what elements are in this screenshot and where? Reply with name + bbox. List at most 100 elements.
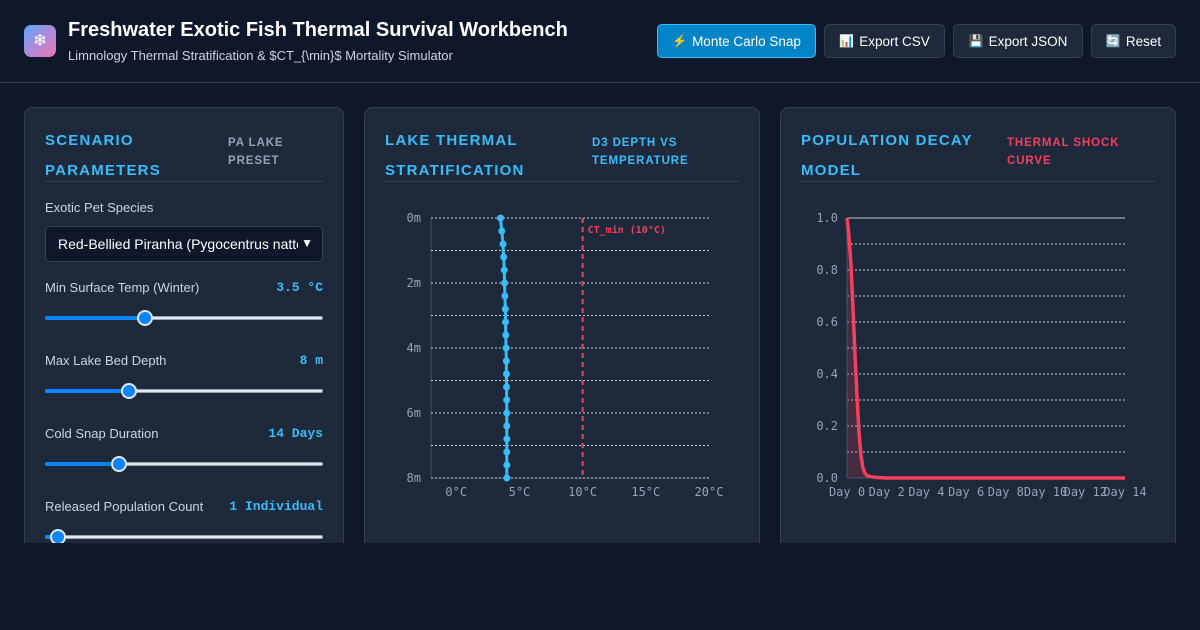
floppy-disk-icon: 💾 — [968, 34, 984, 48]
depth-slider[interactable] — [45, 383, 323, 399]
temperature-point — [503, 474, 511, 482]
x-tick-label: Day 14 — [1103, 485, 1146, 499]
temperature-point — [502, 370, 510, 378]
slider-fill — [45, 316, 145, 320]
panel-title: Lake Thermal Stratification — [385, 132, 525, 179]
slider-thumb[interactable] — [120, 383, 137, 399]
population-slider[interactable] — [45, 529, 323, 545]
temp-slider[interactable] — [45, 310, 323, 326]
panel-title: Population Decay Model — [801, 132, 973, 179]
duration-slider[interactable] — [45, 456, 323, 472]
y-tick-label: 8m — [407, 471, 421, 485]
slider-track — [45, 535, 323, 539]
stratification-chart: 0m 2m 4m 6m 8m 0°C 5°C 10°C 15°C 20°C CT_min (10°C… — [407, 211, 724, 499]
y-tick-label: 0.2 — [816, 419, 838, 433]
panel-tag: D3 Depth vs Temperature — [592, 137, 689, 167]
y-tick-label: 6m — [407, 406, 421, 420]
lake-stratification-panel: Lake Thermal Stratification D3 Depth vs … — [364, 107, 760, 557]
temperature-point — [502, 357, 510, 365]
x-tick-label: Day 10 — [1024, 485, 1067, 499]
y-tick-label: 1.0 — [816, 211, 838, 225]
slider-fill — [45, 389, 129, 393]
x-tick-label: 10°C — [568, 485, 597, 499]
temperature-point — [501, 279, 509, 287]
app-header: ❄ Freshwater Exotic Fish Thermal Surviva… — [0, 0, 1200, 83]
page-background — [0, 543, 1200, 630]
temperature-point — [503, 383, 511, 391]
slider-fill — [45, 462, 119, 466]
y-tick-label: 0.0 — [816, 471, 838, 485]
x-tick-label: 0°C — [445, 485, 467, 499]
chevron-down-icon: ▼ — [301, 236, 313, 250]
population-label: Released Population Count — [45, 499, 204, 514]
species-label: Exotic Pet Species — [45, 200, 154, 215]
duration-value: 14 Days — [268, 426, 323, 441]
chart-icon: 📊 — [839, 34, 855, 48]
x-tick-label: 20°C — [695, 485, 724, 499]
panel-title: Scenario Parameters — [45, 132, 161, 179]
reset-button[interactable]: 🔄 Reset — [1091, 24, 1176, 58]
temperature-point — [498, 227, 506, 235]
ct-min-label: CT_min (10°C) — [588, 224, 666, 236]
temperature-point — [502, 318, 510, 326]
app-subtitle: Limnology Thermal Stratification & $CT_{… — [68, 48, 453, 63]
decay-chart: 0.0 0.2 0.4 0.6 0.8 1.0 Day 0 Day 2 Day 4 Day 6 Da… — [816, 211, 1146, 499]
temperature-point — [503, 409, 511, 417]
monte-carlo-snap-button[interactable]: ⚡ Monte Carlo Snap — [657, 24, 816, 58]
temperature-point — [501, 292, 509, 300]
export-json-button[interactable]: 💾 Export JSON — [953, 24, 1083, 58]
temperature-point — [500, 266, 508, 274]
temperature-point — [503, 435, 511, 443]
panel-header: Lake Thermal Stratification D3 Depth vs … — [385, 126, 739, 182]
panel-header: Population Decay Model Thermal Shock Cur… — [801, 126, 1155, 182]
x-tick-label: 5°C — [509, 485, 531, 499]
y-tick-label: 0.4 — [816, 367, 838, 381]
population-value: 1 Individual — [229, 499, 323, 514]
temperature-point — [502, 344, 510, 352]
y-tick-label: 0.6 — [816, 315, 838, 329]
snowflake-icon: ❄ — [24, 25, 56, 57]
panel-tag: Thermal Shock Curve — [1007, 137, 1120, 167]
temperature-point — [497, 214, 504, 222]
panel-header: Scenario Parameters PA Lake Preset — [45, 126, 323, 182]
monte-carlo-snap-label: Monte Carlo Snap — [692, 33, 801, 49]
survival-curve-line — [845, 217, 1125, 480]
temp-value: 3.5 °C — [276, 280, 323, 295]
temp-label: Min Surface Temp (Winter) — [45, 280, 200, 295]
x-tick-label: Day 12 — [1064, 485, 1107, 499]
panel-tag: PA Lake Preset — [228, 137, 284, 167]
app-title: Freshwater Exotic Fish Thermal Survival … — [68, 19, 568, 41]
export-csv-button[interactable]: 📊 Export CSV — [824, 24, 945, 58]
reset-label: Reset — [1125, 33, 1162, 49]
y-tick-label: 4m — [407, 341, 421, 355]
temperature-point — [500, 253, 508, 261]
scenario-parameters-panel: Scenario Parameters PA Lake Preset Exoti… — [24, 107, 344, 557]
export-json-label: Export JSON — [988, 33, 1068, 49]
species-selected-value: Red-Bellied Piranha (Pygocentrus nattere… — [58, 236, 298, 252]
refresh-icon: 🔄 — [1105, 34, 1121, 48]
x-tick-label: 15°C — [631, 485, 660, 499]
y-tick-label: 0m — [407, 211, 421, 225]
y-tick-label: 0.8 — [816, 263, 838, 277]
slider-thumb[interactable] — [136, 310, 153, 326]
population-decay-panel: Population Decay Model Thermal Shock Cur… — [780, 107, 1176, 557]
temperature-point — [503, 448, 511, 456]
temperature-point — [501, 305, 509, 313]
duration-label: Cold Snap Duration — [45, 426, 159, 441]
temperature-point — [503, 422, 511, 430]
temperature-point — [503, 461, 511, 469]
slider-thumb[interactable] — [110, 456, 127, 472]
x-tick-label: Day 4 — [908, 485, 944, 499]
species-select[interactable]: Red-Bellied Piranha (Pygocentrus nattere… — [45, 226, 323, 262]
temperature-point — [503, 396, 511, 404]
temperature-point — [502, 331, 510, 339]
x-tick-label: Day 6 — [948, 485, 984, 499]
export-csv-label: Export CSV — [859, 33, 930, 49]
x-tick-label: Day 2 — [869, 485, 905, 499]
x-tick-label: Day 0 — [829, 485, 865, 499]
temperature-point — [499, 240, 507, 248]
lightning-icon: ⚡ — [672, 34, 688, 48]
y-tick-label: 2m — [407, 276, 421, 290]
x-tick-label: Day 8 — [988, 485, 1024, 499]
depth-label: Max Lake Bed Depth — [45, 353, 167, 368]
